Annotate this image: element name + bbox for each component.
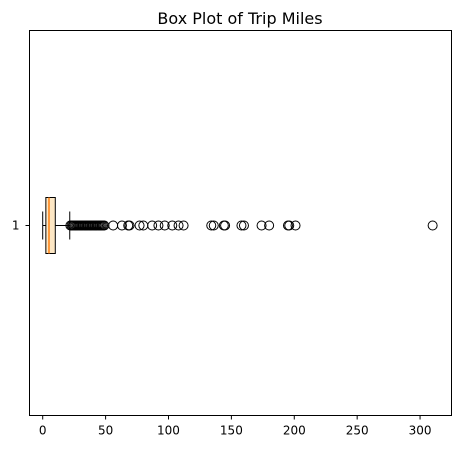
x-axis: 0 50 100 150 200 250 300 [39,415,432,438]
outlier-point [159,220,170,231]
x-tick-label: 200 [283,424,306,438]
plot-content [42,197,438,254]
outlier-point [208,220,219,231]
outlier-point [220,220,231,231]
box-group [42,197,438,254]
outlier-point [284,220,295,231]
outlier-point [290,220,301,231]
y-axis: 1 [12,219,30,233]
x-tick-label: 100 [157,424,180,438]
outlier-point [108,220,119,231]
outlier-point [206,220,217,231]
outlier-point [173,220,184,231]
outlier-point [236,220,247,231]
outlier-point [116,220,127,231]
x-tick-label: 150 [220,424,243,438]
outlier-point [167,220,178,231]
outlier-point [427,220,438,231]
chart-title: Box Plot of Trip Miles [157,9,322,28]
outlier-point [153,220,164,231]
x-tick-label: 250 [346,424,369,438]
x-tick-label: 300 [409,424,432,438]
plot-frame [29,30,452,416]
outlier-point [124,220,135,231]
x-tick-label: 50 [98,424,113,438]
outlier-point [264,220,275,231]
outlier-point [147,220,158,231]
y-tick-label: 1 [12,219,20,233]
interquartile-box [45,197,56,254]
x-tick-label: 0 [39,424,47,438]
outlier-point [134,220,145,231]
outlier-point [256,220,267,231]
outlier-point [238,220,249,231]
outlier-point [178,220,189,231]
